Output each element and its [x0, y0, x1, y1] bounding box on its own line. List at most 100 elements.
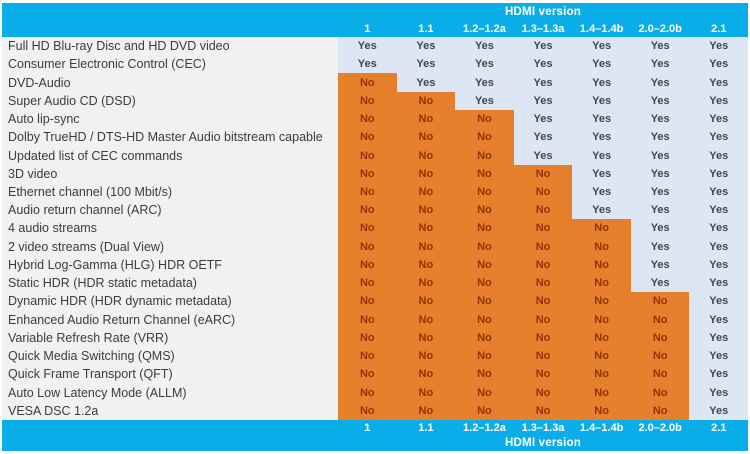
support-cell: Yes — [455, 55, 514, 74]
support-cell: Yes — [455, 91, 514, 110]
header-version-column-label: 1.4–1.4b — [579, 22, 624, 35]
support-cell: No — [513, 219, 573, 238]
table-row: Super Audio CD (DSD) No No Yes Yes Yes Yes Yes — [2, 91, 749, 110]
support-cell: No — [396, 383, 456, 402]
support-cell: No — [630, 365, 690, 384]
feature-label: Variable Refresh Rate (VRR) — [2, 328, 338, 347]
support-cell: No — [455, 182, 514, 202]
feature-label: Auto lip-sync — [2, 109, 338, 129]
support-cell: No — [338, 274, 397, 293]
table-row: Audio return channel (ARC) No No No No Yes Yes… — [2, 201, 749, 220]
feature-label: VESA DSC 1.2a — [2, 401, 338, 420]
support-cell: No — [338, 401, 397, 420]
support-cell: No — [572, 365, 631, 384]
feature-rows: Full HD Blu-ray Disc and HD DVD video Yes… — [2, 37, 749, 420]
support-cell: No — [572, 310, 631, 329]
support-cell: Yes — [689, 201, 749, 220]
feature-label: DVD-Audio — [2, 73, 338, 92]
support-cell: No — [455, 146, 514, 165]
support-cell: Yes — [689, 219, 749, 238]
support-cell: Yes — [630, 55, 690, 74]
support-cell: No — [338, 255, 397, 275]
support-cell: No — [455, 128, 514, 147]
support-cell: No — [455, 310, 514, 329]
support-cell: Yes — [338, 55, 397, 74]
support-cell: Yes — [630, 128, 690, 147]
table-footer-band: 1 1.1 1.2–1.2a 1.3–1.3a 1.4–1.4b 2.0–2.0b 2.1 … — [2, 420, 748, 451]
feature-label: 4 audio streams — [2, 219, 338, 238]
support-cell: Yes — [689, 365, 749, 384]
support-cell: No — [396, 91, 456, 110]
footer-title-row: HDMI version — [2, 435, 748, 451]
support-cell: Yes — [513, 146, 573, 165]
feature-label: Quick Frame Transport (QFT) — [2, 365, 338, 384]
table-row: Consumer Electronic Control (CEC) Yes Yes Y… — [2, 55, 749, 74]
support-cell: Yes — [630, 91, 690, 110]
support-cell: Yes — [689, 146, 749, 165]
support-cell: No — [572, 237, 631, 256]
support-cell: Yes — [689, 237, 749, 256]
support-cell: Yes — [630, 146, 690, 165]
table-row: VESA DSC 1.2a No No No No No No Yes — [2, 401, 749, 420]
support-cell: No — [396, 237, 456, 256]
support-cell: No — [396, 292, 456, 311]
footer-version-column-label: 1.1 — [418, 421, 434, 434]
support-cell: No — [396, 182, 456, 202]
support-cell: No — [338, 182, 397, 202]
support-cell: No — [338, 91, 397, 110]
support-cell: Yes — [513, 55, 573, 74]
support-cell: Yes — [689, 383, 749, 402]
support-cell: No — [338, 383, 397, 402]
header-title-row: HDMI version — [2, 3, 748, 20]
table-header-band: HDMI version 1 1.1 1.2–1.2a 1.3–1.3a 1.4–1.4… — [2, 3, 748, 37]
support-cell: No — [455, 346, 514, 366]
support-cell: No — [338, 292, 397, 311]
support-cell: No — [396, 328, 456, 347]
support-cell: No — [572, 346, 631, 366]
support-cell: No — [455, 255, 514, 275]
feature-label: 2 video streams (Dual View) — [2, 237, 338, 256]
support-cell: No — [455, 328, 514, 347]
support-cell: No — [513, 164, 573, 183]
table-row: Dynamic HDR (HDR dynamic metadata) No No No… — [2, 292, 749, 311]
support-cell: Yes — [513, 37, 573, 56]
feature-label: Dynamic HDR (HDR dynamic metadata) — [2, 292, 338, 311]
support-cell: No — [396, 109, 456, 129]
feature-label: Super Audio CD (DSD) — [2, 91, 338, 110]
feature-label: Full HD Blu-ray Disc and HD DVD video — [2, 37, 338, 56]
header-version-column-label: 1.2–1.2a — [463, 22, 506, 35]
support-cell: Yes — [689, 73, 749, 92]
footer-title: HDMI version — [505, 437, 581, 449]
support-cell: Yes — [689, 401, 749, 420]
support-cell: Yes — [572, 91, 631, 110]
support-cell: No — [630, 346, 690, 366]
header-version-column-label: 1 — [364, 22, 371, 35]
table-row: 4 audio streams No No No No No Yes Yes — [2, 219, 749, 238]
feature-label: Static HDR (HDR static metadata) — [2, 274, 338, 293]
support-cell: Yes — [572, 146, 631, 165]
support-cell: No — [338, 328, 397, 347]
support-cell: Yes — [572, 73, 631, 92]
support-cell: Yes — [630, 219, 690, 238]
support-cell: Yes — [630, 237, 690, 256]
support-cell: No — [338, 73, 397, 92]
support-cell: No — [572, 255, 631, 275]
support-cell: Yes — [572, 164, 631, 183]
support-cell: No — [513, 328, 573, 347]
support-cell: Yes — [689, 310, 749, 329]
footer-version-column-label: 1.3–1.3a — [521, 421, 565, 434]
support-cell: Yes — [396, 37, 456, 56]
support-cell: No — [455, 109, 514, 129]
support-cell: No — [338, 201, 397, 220]
support-cell: Yes — [689, 91, 749, 110]
feature-label: Consumer Electronic Control (CEC) — [2, 55, 338, 74]
support-cell: No — [572, 383, 631, 402]
support-cell: No — [338, 346, 397, 366]
feature-label: Audio return channel (ARC) — [2, 201, 338, 220]
support-cell: No — [455, 274, 514, 293]
table-row: Hybrid Log-Gamma (HLG) HDR OETF No No No No N… — [2, 255, 749, 275]
support-cell: Yes — [689, 346, 749, 366]
support-cell: Yes — [513, 128, 573, 147]
support-cell: No — [513, 237, 573, 256]
table-row: Auto lip-sync No No No Yes Yes Yes Yes — [2, 109, 749, 129]
